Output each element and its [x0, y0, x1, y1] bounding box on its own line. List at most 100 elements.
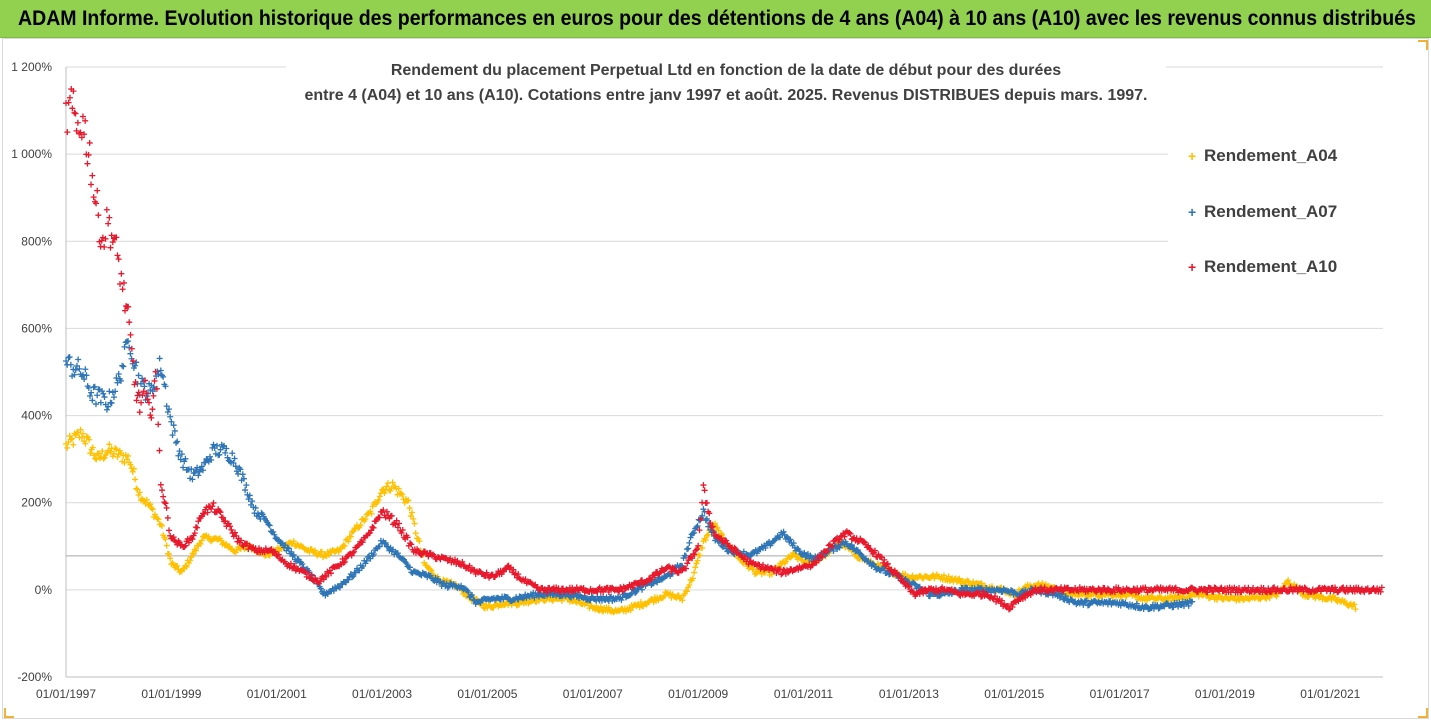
- series-rendement-a10: [63, 86, 1385, 613]
- data-point: [162, 383, 169, 390]
- data-point: [900, 578, 907, 585]
- data-point: [102, 235, 109, 242]
- data-point: [290, 538, 297, 545]
- data-point: [718, 535, 725, 542]
- data-point: [226, 458, 233, 465]
- data-point: [1266, 595, 1273, 601]
- resize-handle-bottom-left[interactable]: [4, 708, 14, 718]
- data-point: [1271, 584, 1278, 591]
- data-point: [157, 521, 164, 528]
- data-point: [127, 331, 134, 338]
- y-tick-label: 800%: [21, 234, 52, 248]
- data-point: [198, 463, 205, 470]
- data-point: [98, 237, 105, 244]
- data-point: [214, 442, 221, 449]
- chart-frame: [2, 38, 1429, 719]
- data-point: [164, 514, 171, 521]
- data-point: [1009, 603, 1016, 610]
- data-point: [166, 551, 173, 558]
- data-point: [815, 557, 822, 564]
- legend-item-a04: + Rendement_A04: [1188, 146, 1337, 166]
- data-point: [103, 206, 110, 213]
- data-point: [94, 392, 101, 399]
- data-point: [347, 533, 354, 540]
- x-tick-label: 01/01/2011: [774, 687, 833, 701]
- data-point: [1285, 577, 1292, 584]
- data-point: [1155, 605, 1162, 612]
- data-point: [197, 541, 204, 548]
- data-point: [174, 562, 181, 569]
- data-point: [183, 563, 190, 570]
- y-axis-ticks: 1 200% 1 000% 800% 600% 400% 200% 0% -200%: [11, 60, 52, 684]
- data-point: [411, 520, 418, 527]
- data-point: [182, 455, 189, 462]
- data-point: [714, 524, 721, 531]
- data-point: [1378, 584, 1385, 591]
- data-point: [753, 570, 760, 577]
- data-point: [107, 448, 114, 455]
- data-point: [647, 575, 654, 582]
- data-point: [130, 465, 137, 472]
- data-point: [383, 483, 390, 490]
- data-point: [158, 487, 165, 494]
- data-point: [66, 94, 73, 101]
- data-point: [156, 355, 163, 362]
- data-point: [633, 588, 640, 595]
- resize-handle-top-right[interactable]: [1418, 40, 1428, 50]
- data-point: [86, 139, 93, 146]
- data-point: [865, 542, 872, 549]
- data-point: [94, 187, 101, 194]
- resize-handle-bottom-right[interactable]: [1418, 708, 1428, 718]
- data-point: [847, 530, 854, 537]
- data-point: [336, 584, 343, 591]
- data-point: [648, 576, 655, 583]
- data-point: [693, 524, 700, 531]
- data-point: [685, 545, 692, 552]
- data-point: [398, 530, 405, 537]
- data-point: [388, 512, 395, 519]
- data-point: [110, 394, 117, 401]
- data-point: [370, 524, 377, 531]
- x-tick-label: 01/01/2017: [1090, 687, 1150, 701]
- data-point: [1115, 584, 1122, 591]
- data-point: [270, 528, 277, 535]
- legend: + Rendement_A04 + Rendement_A07 + Rendem…: [1168, 138, 1383, 295]
- data-point: [619, 588, 626, 595]
- data-point: [427, 572, 434, 579]
- x-tick-label: 01/01/1999: [141, 687, 201, 701]
- data-point: [444, 584, 451, 591]
- data-point: [133, 359, 140, 366]
- data-point: [242, 487, 249, 494]
- data-point: [115, 371, 122, 378]
- data-point: [167, 555, 174, 562]
- data-point: [653, 578, 660, 585]
- data-point: [125, 338, 132, 345]
- data-point: [318, 548, 325, 555]
- data-point: [254, 510, 261, 517]
- data-point: [1168, 600, 1175, 607]
- data-point: [67, 361, 74, 368]
- data-point: [830, 547, 837, 554]
- data-point: [1189, 598, 1196, 605]
- data-point: [399, 526, 406, 533]
- data-point: [116, 280, 123, 287]
- data-point: [399, 555, 406, 562]
- data-point: [382, 540, 389, 547]
- data-point: [70, 441, 77, 448]
- data-point: [195, 518, 202, 525]
- data-point: [412, 530, 419, 537]
- data-point: [230, 459, 237, 466]
- data-point: [81, 376, 88, 383]
- data-point: [606, 594, 613, 601]
- data-point: [686, 582, 693, 589]
- data-point: [249, 498, 256, 505]
- data-point: [1236, 585, 1243, 592]
- data-point: [252, 504, 259, 511]
- data-point: [174, 438, 181, 445]
- data-point: [1027, 591, 1034, 598]
- data-point: [65, 354, 72, 361]
- data-point: [109, 239, 116, 246]
- data-point: [271, 531, 278, 538]
- data-point: [192, 547, 199, 554]
- data-point: [106, 388, 113, 395]
